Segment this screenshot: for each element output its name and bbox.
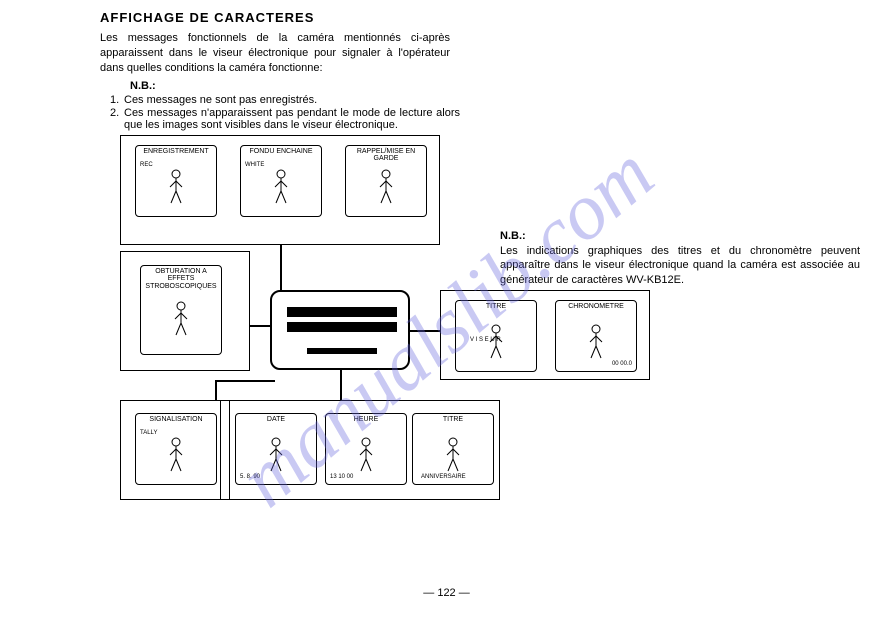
thumb-overlay: REC [140,162,153,168]
diagram-area: ENREGISTREMENT REC FONDU ENCHAINE WHITE … [100,135,800,515]
thumbnail-enregistrement: ENREGISTREMENT REC [135,145,217,217]
central-monitor [270,290,410,370]
person-icon [266,437,286,473]
thumb-overlay: WHITE [245,162,264,168]
nb-label: N.B.: [130,80,850,92]
thumb-label: TITRE [456,301,536,315]
person-icon [166,169,186,205]
thumb-overlay: 13 10 00 [330,474,353,480]
thumb-label: DATE [236,414,316,428]
nb2-body: Les indications graphiques des titres et… [500,244,860,289]
intro-paragraph: Les messages fonctionnels de la caméra m… [100,31,450,76]
thumb-overlay: TALLY [140,430,157,436]
thumbnail-date: DATE 5. 8. 90 [235,413,317,485]
list-number: 2. [110,107,124,131]
connector-line [215,380,275,382]
thumb-label: SIGNALISATION [136,414,216,428]
thumb-label: CHRONOMETRE [556,301,636,315]
thumb-overlay: V I S E U R [470,337,501,343]
person-icon [376,169,396,205]
nb2-block: N.B.: Les indications graphiques des tit… [500,230,860,289]
thumb-label: RAPPEL/MISE EN GARDE [346,146,426,160]
thumb-label: TITRE [413,414,493,428]
list-item: Ces messages n'apparaissent pas pendant … [124,107,460,131]
thumb-overlay: 00 00.0 [612,361,632,367]
nb-list: 1.Ces messages ne sont pas enregistrés. … [110,94,460,131]
thumb-overlay: 5. 8. 90 [240,474,260,480]
connector-line [250,325,270,327]
nb2-label: N.B.: [500,230,860,242]
thumb-label: OBTURATION A EFFETS STROBOSCOPIQUES [141,266,221,292]
person-icon [271,169,291,205]
connector-line [410,330,440,332]
thumb-label: FONDU ENCHAINE [241,146,321,160]
person-icon [443,437,463,473]
thumbnail-fondu: FONDU ENCHAINE WHITE [240,145,322,217]
thumb-label: HEURE [326,414,406,428]
list-number: 1. [110,94,124,106]
section-title: AFFICHAGE DE CARACTERES [100,10,850,25]
thumbnail-titre-bas: TITRE ANNIVERSAIRE [412,413,494,485]
thumb-overlay: ANNIVERSAIRE [421,474,466,480]
thumbnail-rappel: RAPPEL/MISE EN GARDE [345,145,427,217]
list-item: Ces messages ne sont pas enregistrés. [124,94,460,106]
thumbnail-heure: HEURE 13 10 00 [325,413,407,485]
page-number: — 122 — [0,587,893,599]
connector-line [215,380,217,400]
thumbnail-signalisation: SIGNALISATION TALLY [135,413,217,485]
person-icon [171,301,191,337]
person-icon [356,437,376,473]
thumb-label: ENREGISTREMENT [136,146,216,160]
person-icon [586,324,606,360]
thumbnail-chronometre: CHRONOMETRE 00 00.0 [555,300,637,372]
thumbnail-obturation: OBTURATION A EFFETS STROBOSCOPIQUES [140,265,222,355]
thumbnail-titre: TITRE V I S E U R [455,300,537,372]
person-icon [166,437,186,473]
connector-line [280,245,282,290]
connector-line [340,370,342,400]
